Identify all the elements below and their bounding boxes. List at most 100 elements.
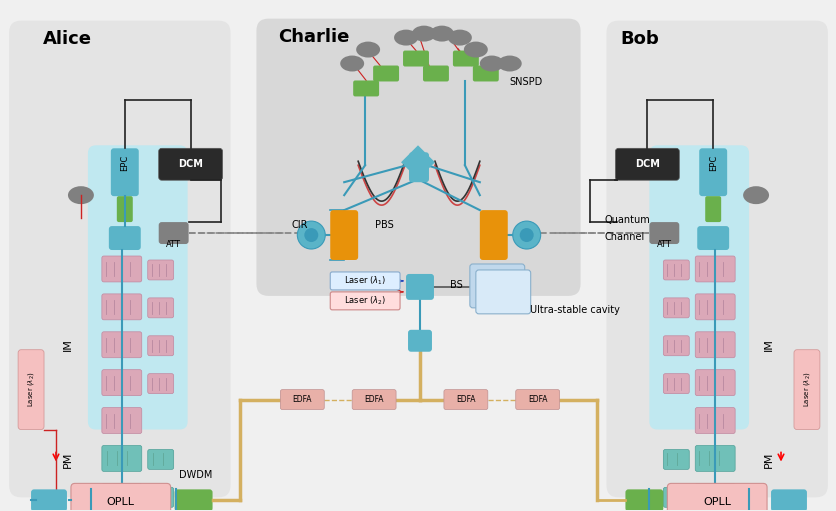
Text: DWDM: DWDM <box>179 471 212 480</box>
FancyBboxPatch shape <box>409 152 429 182</box>
FancyBboxPatch shape <box>256 18 580 296</box>
Text: EPC: EPC <box>708 154 716 171</box>
FancyBboxPatch shape <box>109 226 140 250</box>
FancyBboxPatch shape <box>479 210 507 260</box>
Text: Ultra-stable cavity: Ultra-stable cavity <box>529 305 619 315</box>
FancyBboxPatch shape <box>407 330 431 352</box>
Text: CIR: CIR <box>292 220 308 230</box>
FancyBboxPatch shape <box>102 483 141 509</box>
FancyBboxPatch shape <box>695 332 734 358</box>
Text: EDFA: EDFA <box>293 395 312 404</box>
FancyBboxPatch shape <box>148 298 173 318</box>
Ellipse shape <box>411 26 436 41</box>
FancyBboxPatch shape <box>422 65 448 81</box>
FancyBboxPatch shape <box>696 226 728 250</box>
FancyBboxPatch shape <box>71 483 171 511</box>
Text: BS: BS <box>450 280 462 290</box>
FancyBboxPatch shape <box>102 408 141 433</box>
FancyBboxPatch shape <box>330 292 400 310</box>
Text: IM: IM <box>763 338 773 351</box>
FancyBboxPatch shape <box>666 483 766 511</box>
Circle shape <box>512 221 540 249</box>
FancyBboxPatch shape <box>280 389 324 410</box>
Text: OPLL: OPLL <box>702 497 731 507</box>
Text: PM: PM <box>63 451 73 468</box>
FancyBboxPatch shape <box>663 298 688 318</box>
FancyBboxPatch shape <box>695 446 734 472</box>
FancyBboxPatch shape <box>102 369 141 396</box>
FancyBboxPatch shape <box>614 148 679 180</box>
Ellipse shape <box>356 41 380 58</box>
FancyBboxPatch shape <box>102 446 141 472</box>
FancyBboxPatch shape <box>102 332 141 358</box>
Text: Alice: Alice <box>43 30 92 48</box>
Text: DCM: DCM <box>635 159 659 169</box>
FancyBboxPatch shape <box>663 450 688 470</box>
FancyBboxPatch shape <box>452 51 478 66</box>
FancyBboxPatch shape <box>159 222 188 244</box>
Polygon shape <box>400 145 435 179</box>
FancyBboxPatch shape <box>663 374 688 393</box>
Circle shape <box>297 221 325 249</box>
FancyBboxPatch shape <box>443 389 487 410</box>
Text: Laser $(\lambda_1)$: Laser $(\lambda_1)$ <box>344 275 385 287</box>
Text: Channel: Channel <box>604 232 644 242</box>
FancyBboxPatch shape <box>606 20 827 497</box>
FancyBboxPatch shape <box>770 490 806 511</box>
FancyBboxPatch shape <box>31 490 67 511</box>
FancyBboxPatch shape <box>159 148 222 180</box>
FancyBboxPatch shape <box>649 222 679 244</box>
FancyBboxPatch shape <box>405 274 433 300</box>
Ellipse shape <box>447 30 472 45</box>
Text: DCM: DCM <box>178 159 203 169</box>
Text: PM: PM <box>763 451 773 468</box>
FancyBboxPatch shape <box>695 294 734 320</box>
Ellipse shape <box>497 56 521 72</box>
Ellipse shape <box>339 56 364 72</box>
FancyBboxPatch shape <box>88 145 187 430</box>
FancyBboxPatch shape <box>148 487 173 507</box>
Text: EDFA: EDFA <box>528 395 547 404</box>
FancyBboxPatch shape <box>330 272 400 290</box>
Text: ATT: ATT <box>166 240 181 248</box>
FancyBboxPatch shape <box>695 369 734 396</box>
FancyBboxPatch shape <box>705 196 721 222</box>
FancyBboxPatch shape <box>476 270 530 314</box>
Ellipse shape <box>430 26 453 41</box>
FancyBboxPatch shape <box>663 487 688 507</box>
FancyBboxPatch shape <box>469 264 524 308</box>
FancyBboxPatch shape <box>9 20 230 497</box>
FancyBboxPatch shape <box>18 350 44 430</box>
FancyBboxPatch shape <box>148 260 173 280</box>
FancyBboxPatch shape <box>353 80 379 97</box>
Ellipse shape <box>68 186 94 204</box>
FancyBboxPatch shape <box>373 65 399 81</box>
Circle shape <box>519 228 533 242</box>
FancyBboxPatch shape <box>663 260 688 280</box>
FancyBboxPatch shape <box>175 490 212 511</box>
FancyBboxPatch shape <box>515 389 559 410</box>
FancyBboxPatch shape <box>110 148 139 196</box>
Text: Bob: Bob <box>619 30 659 48</box>
FancyBboxPatch shape <box>695 256 734 282</box>
FancyBboxPatch shape <box>117 196 133 222</box>
FancyBboxPatch shape <box>695 483 734 509</box>
FancyBboxPatch shape <box>649 145 748 430</box>
FancyBboxPatch shape <box>102 256 141 282</box>
Text: Charlie: Charlie <box>278 28 349 45</box>
FancyBboxPatch shape <box>695 408 734 433</box>
Text: Laser $(\lambda_2)$: Laser $(\lambda_2)$ <box>801 372 811 407</box>
FancyBboxPatch shape <box>403 51 429 66</box>
FancyBboxPatch shape <box>148 374 173 393</box>
Text: EPC: EPC <box>120 154 129 171</box>
Text: Laser $(\lambda_2)$: Laser $(\lambda_2)$ <box>344 295 385 307</box>
Text: Laser $(\lambda_2)$: Laser $(\lambda_2)$ <box>26 372 36 407</box>
FancyBboxPatch shape <box>624 490 663 511</box>
FancyBboxPatch shape <box>793 350 819 430</box>
FancyBboxPatch shape <box>698 148 726 196</box>
Text: SNSPD: SNSPD <box>509 78 543 87</box>
Text: OPLL: OPLL <box>107 497 135 507</box>
Text: ATT: ATT <box>656 240 671 248</box>
Ellipse shape <box>742 186 768 204</box>
Text: EDFA: EDFA <box>456 395 475 404</box>
